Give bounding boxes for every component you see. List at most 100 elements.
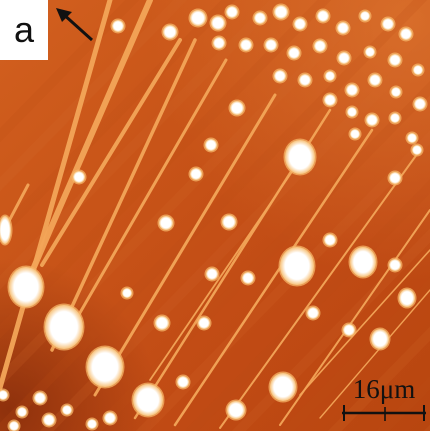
droplet bbox=[9, 267, 43, 307]
droplet bbox=[350, 129, 360, 139]
droplet bbox=[265, 39, 277, 51]
droplet bbox=[87, 347, 123, 387]
droplet bbox=[400, 28, 412, 40]
ridge-trail bbox=[173, 128, 374, 427]
droplet bbox=[274, 70, 286, 82]
droplet bbox=[17, 407, 27, 417]
droplet bbox=[371, 329, 389, 349]
droplet bbox=[62, 405, 72, 415]
terrace-step bbox=[183, 179, 430, 431]
droplet bbox=[280, 247, 314, 285]
droplet bbox=[227, 401, 245, 419]
terrace-step bbox=[279, 277, 430, 431]
droplet bbox=[190, 168, 202, 180]
droplet bbox=[0, 390, 8, 400]
droplet bbox=[324, 234, 336, 246]
droplet bbox=[317, 10, 329, 22]
droplet bbox=[389, 54, 401, 66]
droplet bbox=[413, 65, 423, 75]
ridge-trail bbox=[219, 149, 421, 429]
droplet bbox=[230, 101, 244, 115]
droplet bbox=[163, 25, 177, 39]
terrace-step bbox=[0, 0, 188, 192]
droplet bbox=[9, 421, 19, 431]
droplet bbox=[206, 268, 218, 280]
ridge-trail bbox=[299, 249, 430, 396]
droplet bbox=[177, 376, 189, 388]
droplet bbox=[346, 84, 358, 96]
droplet bbox=[307, 307, 319, 319]
ridge-trail bbox=[50, 38, 197, 352]
droplet bbox=[294, 18, 306, 30]
droplet bbox=[45, 305, 83, 349]
droplet bbox=[391, 87, 401, 97]
droplet bbox=[412, 145, 422, 155]
droplet bbox=[343, 324, 355, 336]
droplet bbox=[369, 74, 381, 86]
droplet bbox=[325, 71, 335, 81]
ridge-trail bbox=[149, 159, 301, 381]
droplet bbox=[190, 10, 206, 26]
droplet bbox=[407, 133, 417, 143]
droplet bbox=[414, 98, 426, 110]
droplet bbox=[390, 113, 400, 123]
ridge-trail bbox=[0, 0, 113, 397]
droplet bbox=[226, 6, 238, 18]
droplet bbox=[155, 316, 169, 330]
droplet bbox=[365, 47, 375, 57]
terrace-step bbox=[0, 0, 284, 290]
droplet bbox=[222, 215, 236, 229]
droplet bbox=[211, 16, 225, 30]
droplet bbox=[112, 20, 124, 32]
droplet bbox=[324, 94, 336, 106]
droplet bbox=[213, 37, 225, 49]
ridge-trail bbox=[21, 0, 153, 293]
droplet bbox=[198, 317, 210, 329]
ridge-trail bbox=[319, 289, 430, 419]
droplet bbox=[254, 12, 266, 24]
droplet bbox=[350, 247, 376, 277]
droplet bbox=[389, 172, 401, 184]
droplet bbox=[34, 392, 46, 404]
ridge-trail bbox=[68, 58, 228, 332]
droplet bbox=[274, 5, 288, 19]
ridge-trail bbox=[40, 38, 182, 267]
droplet bbox=[314, 40, 326, 52]
droplet bbox=[43, 414, 55, 426]
terrace-step bbox=[231, 228, 430, 431]
droplet bbox=[0, 216, 11, 244]
terrace-step bbox=[327, 326, 430, 431]
terrace-step bbox=[0, 0, 140, 143]
terrace-step bbox=[0, 0, 380, 388]
droplet bbox=[270, 373, 296, 401]
droplet bbox=[389, 259, 401, 271]
panel-label: a bbox=[0, 0, 48, 60]
droplet bbox=[399, 289, 415, 307]
droplet bbox=[337, 22, 349, 34]
terrace-step bbox=[135, 130, 430, 431]
droplet bbox=[338, 52, 350, 64]
droplet-group bbox=[0, 3, 428, 431]
scale-bar-label: 16μm bbox=[352, 374, 416, 404]
droplet bbox=[159, 216, 173, 230]
droplet bbox=[360, 11, 370, 21]
droplet bbox=[122, 288, 132, 298]
ridge-trail bbox=[93, 93, 277, 397]
droplet bbox=[87, 419, 97, 429]
droplet bbox=[104, 412, 116, 424]
droplet bbox=[366, 114, 378, 126]
scale-bar bbox=[342, 405, 426, 421]
droplet bbox=[288, 47, 300, 59]
droplet bbox=[382, 18, 394, 30]
droplet bbox=[133, 384, 163, 416]
droplet bbox=[205, 139, 217, 151]
droplet bbox=[347, 107, 357, 117]
droplet bbox=[299, 74, 311, 86]
droplet bbox=[242, 272, 254, 284]
arrow-up-left-icon bbox=[56, 8, 94, 42]
droplet bbox=[285, 140, 315, 174]
